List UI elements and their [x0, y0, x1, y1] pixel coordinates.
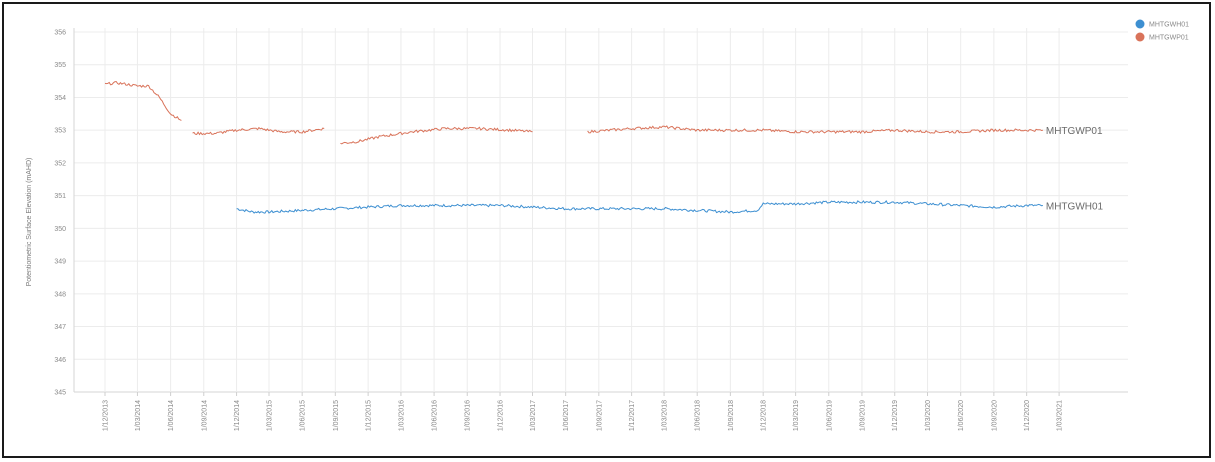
- y-tick-label: 348: [54, 291, 66, 298]
- y-tick-label: 350: [54, 226, 66, 233]
- series-lines: [104, 80, 1044, 214]
- x-tick-label: 1/12/2013: [103, 400, 110, 431]
- x-tick-label: 1/09/2017: [596, 400, 603, 431]
- series-end-label: MHTGWP01: [1046, 126, 1103, 137]
- x-tick-label: 1/12/2015: [366, 400, 373, 431]
- x-tick-label: 1/09/2018: [728, 400, 735, 431]
- grid: [73, 28, 1128, 393]
- y-axis-label: Potentiometric Surface Elevation (mAHD): [26, 158, 33, 287]
- x-tick-label: 1/06/2019: [826, 400, 833, 431]
- series-end-labels: MHTGWH01 MHTGWP01: [1046, 126, 1104, 212]
- x-tick-label: 1/03/2016: [398, 400, 405, 431]
- x-tick-label: 1/09/2016: [465, 400, 472, 431]
- x-tick-label: 1/06/2017: [563, 400, 570, 431]
- legend-swatch[interactable]: [1135, 19, 1145, 29]
- line-chart: 356 355 354 353 352 351 350 349 348 347 346 345 1/1…: [26, 19, 1190, 431]
- x-tick-label: 1/06/2020: [958, 400, 965, 431]
- y-tick-label: 354: [54, 95, 66, 102]
- x-tick-label: 1/03/2015: [267, 400, 274, 431]
- y-tick-label: 353: [54, 128, 66, 135]
- legend-swatch[interactable]: [1135, 32, 1145, 42]
- series-line-mhtgwh01-segment-1: [236, 199, 1043, 214]
- x-tick-label: 1/06/2016: [432, 400, 439, 431]
- y-tick-label: 347: [54, 324, 66, 331]
- x-tick-label: 1/09/2020: [991, 400, 998, 431]
- x-tick-label: 1/12/2019: [892, 400, 899, 431]
- series-end-label: MHTGWH01: [1046, 201, 1104, 212]
- x-tick-label: 1/09/2015: [333, 400, 340, 431]
- x-tick-label: 1/03/2021: [1057, 400, 1064, 431]
- x-tick-label: 1/03/2014: [135, 400, 142, 431]
- series-line-mhtgwp01-segment-1: [104, 80, 182, 121]
- series-line-mhtgwp01-segment-4: [587, 125, 1044, 134]
- x-tick-label: 1/03/2020: [925, 400, 932, 431]
- x-tick-label: 1/09/2014: [201, 400, 208, 431]
- y-tick-label: 355: [54, 62, 66, 69]
- legend[interactable]: MHTGWH01 MHTGWP01: [1135, 19, 1190, 42]
- x-tick-label: 1/12/2016: [498, 400, 505, 431]
- x-tick-label: 1/12/2020: [1024, 400, 1031, 431]
- x-tick-label: 1/03/2017: [530, 400, 537, 431]
- x-tick-label: 1/06/2014: [168, 400, 175, 431]
- y-tick-label: 352: [54, 160, 66, 167]
- legend-item-label[interactable]: MHTGWH01: [1149, 22, 1189, 29]
- series-line-mhtgwp01-segment-2: [192, 126, 325, 136]
- x-tick-label: 1/12/2018: [761, 400, 768, 431]
- x-axis: 1/12/2013 1/03/2014 1/06/2014 1/09/2014 1/12…: [103, 392, 1064, 431]
- x-tick-label: 1/03/2019: [793, 400, 800, 431]
- legend-item-label[interactable]: MHTGWP01: [1149, 35, 1189, 42]
- y-tick-label: 356: [54, 30, 66, 37]
- y-tick-label: 349: [54, 259, 66, 266]
- y-tick-label: 345: [54, 390, 66, 397]
- x-tick-label: 1/06/2018: [695, 400, 702, 431]
- x-tick-label: 1/03/2018: [662, 400, 669, 431]
- series-line-mhtgwp01-segment-3: [340, 126, 533, 145]
- y-tick-label: 351: [54, 193, 66, 200]
- y-axis: 356 355 354 353 352 351 350 349 348 347 346 345: [54, 30, 66, 397]
- x-tick-label: 1/12/2017: [629, 400, 636, 431]
- x-tick-label: 1/09/2019: [859, 400, 866, 431]
- x-tick-label: 1/12/2014: [234, 400, 241, 431]
- y-tick-label: 346: [54, 357, 66, 364]
- x-tick-label: 1/06/2015: [300, 400, 307, 431]
